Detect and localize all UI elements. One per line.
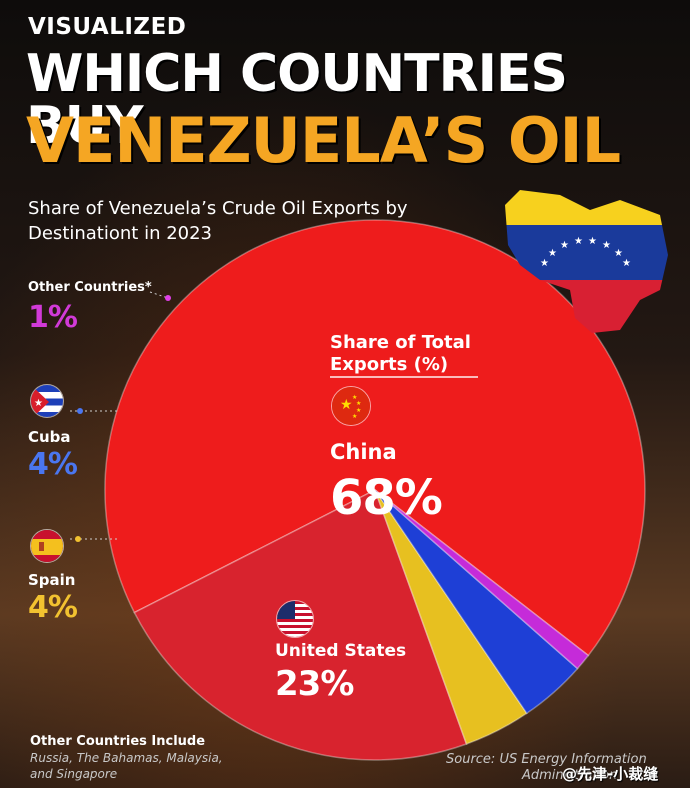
- china-flag-icon: ★ ★ ★ ★ ★: [331, 386, 371, 426]
- china-value: 68%: [330, 470, 443, 526]
- eyebrow: VISUALIZED: [28, 14, 187, 40]
- legend-divider: [330, 376, 478, 378]
- subtitle: Share of Venezuela’s Crude Oil Exports b…: [28, 198, 408, 245]
- pie-slice-spain: [374, 489, 528, 745]
- us-flag-icon: [276, 600, 314, 638]
- svg-text:★: ★: [352, 394, 357, 401]
- spain-flag-icon: [30, 529, 64, 563]
- legend-title-line-1: Share of Total: [330, 332, 471, 353]
- pie-slice-china: [104, 219, 646, 657]
- cuba-marker: [77, 408, 83, 414]
- other-countries-label: Other Countries*: [28, 280, 152, 295]
- svg-text:★: ★: [340, 397, 353, 413]
- us-value: 23%: [275, 664, 354, 704]
- svg-text:★: ★: [614, 248, 623, 259]
- cuba-label: Cuba: [28, 428, 71, 446]
- footnote-body: Russia, The Bahamas, Malaysia, and Singa…: [30, 751, 223, 781]
- svg-text:★: ★: [574, 236, 583, 247]
- footnote-title: Other Countries Include: [30, 734, 206, 749]
- title-line-2: VENEZUELA’S OIL: [26, 104, 621, 177]
- source-note: Source: US Energy Information Administra…: [446, 752, 686, 785]
- svg-text:★: ★: [540, 258, 549, 269]
- pie-slice-other-countries: [374, 489, 590, 670]
- svg-text:★: ★: [356, 400, 361, 407]
- cuba-flag-icon: ★: [30, 384, 64, 418]
- pie-slice-cuba: [374, 489, 579, 715]
- svg-text:★: ★: [352, 413, 357, 420]
- svg-text:★: ★: [588, 236, 597, 247]
- watermark: @先津-小裁缝: [562, 765, 659, 783]
- svg-text:★: ★: [602, 240, 611, 251]
- svg-text:★: ★: [34, 398, 43, 409]
- us-label: United States: [275, 641, 407, 661]
- source-line-2: Administration: [522, 768, 618, 784]
- svg-text:★: ★: [356, 407, 361, 414]
- spain-label: Spain: [28, 571, 76, 589]
- leader-lines: [70, 291, 169, 540]
- spain-value: 4%: [28, 590, 78, 625]
- china-label: China: [330, 440, 397, 464]
- svg-text:★: ★: [560, 240, 569, 251]
- spain-marker: [75, 536, 81, 542]
- other-countries-value: 1%: [28, 300, 78, 335]
- legend-title-line-2: Exports (%): [330, 353, 449, 375]
- title-line-1: WHICH COUNTRIES BUY: [26, 44, 568, 156]
- cuba-value: 4%: [28, 447, 78, 482]
- legend-title: Share of Total Exports (%): [330, 332, 471, 375]
- svg-text:★: ★: [622, 258, 631, 269]
- other-marker: [165, 295, 171, 301]
- svg-text:★: ★: [548, 248, 557, 259]
- source-line-1: Source: US Energy Information: [446, 752, 647, 767]
